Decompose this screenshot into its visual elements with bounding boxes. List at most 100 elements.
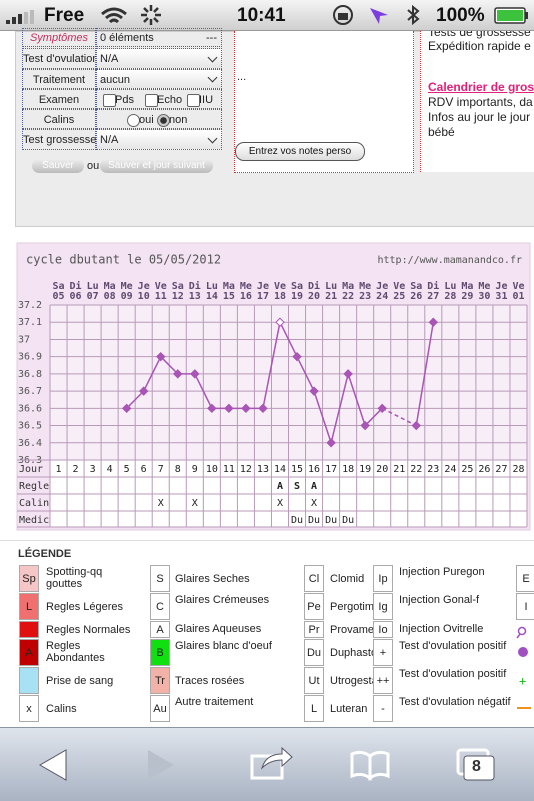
regle-mark: S xyxy=(294,481,300,492)
legend-label: Regles Légeres xyxy=(46,600,124,613)
legend-swatch: Ip xyxy=(373,565,393,592)
legend-swatch xyxy=(19,621,39,638)
field-input[interactable]: oui non xyxy=(96,109,222,129)
option-label: Echo xyxy=(157,93,183,106)
bookmarks-button[interactable] xyxy=(350,750,390,781)
temperature-point xyxy=(326,438,336,448)
notes-dots: ... xyxy=(237,71,247,83)
weekday: Je xyxy=(257,281,269,292)
temperature-point xyxy=(292,351,302,362)
clock: 10:41 xyxy=(237,5,286,26)
date: 25 xyxy=(393,291,405,302)
panel-link[interactable]: Calendrier de gros xyxy=(428,80,534,94)
calin-mark: X xyxy=(277,498,283,509)
date: 26 xyxy=(410,291,422,302)
weekday: Ve xyxy=(512,281,524,292)
legend-icons: + xyxy=(516,626,531,709)
day-number: 3 xyxy=(90,464,96,475)
legend-swatch: - xyxy=(373,695,393,722)
checkbox[interactable] xyxy=(145,94,158,107)
date: 09 xyxy=(121,291,133,302)
weekday: Ma xyxy=(104,281,116,292)
legend-label: Utrogestan xyxy=(330,674,384,687)
field-input[interactable]: 0 éléments --- xyxy=(96,28,222,47)
gap-bridge xyxy=(381,407,417,427)
back-button[interactable] xyxy=(38,749,67,781)
date: 19 xyxy=(291,291,303,302)
y-tick-label: 36.8 xyxy=(18,369,42,380)
forward-button[interactable] xyxy=(148,750,174,780)
field-input[interactable]: N/A xyxy=(96,48,222,69)
checkbox[interactable] xyxy=(187,94,200,107)
save-next-button[interactable]: Sauver et jour suivant xyxy=(100,159,213,173)
day-number: 20 xyxy=(376,464,388,475)
field-value: 0 éléments xyxy=(100,32,154,44)
temperature-point xyxy=(411,420,421,431)
date: 08 xyxy=(104,291,116,302)
weekday: Ma xyxy=(223,281,235,292)
legend-code: Pe xyxy=(307,601,321,613)
legend-code: Ig xyxy=(378,601,388,613)
temperature-point xyxy=(377,403,387,414)
day-number: 5 xyxy=(124,464,130,475)
tabs-button[interactable] xyxy=(456,748,495,781)
save-button[interactable]: Sauver xyxy=(32,159,84,173)
legend-swatch: Io xyxy=(373,621,393,638)
legend: LÉGENDE + Sp Spotting-qq gouttes L Regles L… xyxy=(0,540,534,728)
date: 16 xyxy=(240,291,252,302)
legend-swatch: x xyxy=(19,695,39,722)
date: 17 xyxy=(257,291,269,302)
panel-line: Infos au jour le jour xyxy=(428,110,531,124)
temperature-point xyxy=(309,386,319,396)
legend-code: L xyxy=(25,601,33,613)
legend-code: Ut xyxy=(308,675,320,687)
svg-text:+: + xyxy=(519,674,526,688)
legend-label: Calins xyxy=(46,702,77,715)
y-tick-label: 36.4 xyxy=(18,438,42,449)
temperature-point xyxy=(343,369,353,379)
legend-label: Provames xyxy=(330,623,380,636)
legend-code: A xyxy=(156,624,164,636)
legend-code: Tr xyxy=(155,675,165,687)
day-number: 6 xyxy=(141,464,147,475)
field-label: Calins xyxy=(22,109,96,129)
legend-code: A xyxy=(25,647,33,659)
day-number: 2 xyxy=(73,464,79,475)
day-number: 22 xyxy=(410,464,422,475)
weekday: Me xyxy=(359,281,371,292)
field-input[interactable]: aucun xyxy=(96,69,222,89)
legend-swatch: A xyxy=(150,621,170,638)
legend-code: L xyxy=(310,703,318,715)
legend-swatch: Ut xyxy=(304,667,324,694)
temperature-point xyxy=(360,420,370,431)
legend-title: LÉGENDE xyxy=(18,548,72,560)
calin-mark: X xyxy=(311,498,317,509)
legend-code: Io xyxy=(378,624,388,636)
radio[interactable] xyxy=(127,114,140,127)
legend-code: I xyxy=(524,601,528,613)
date: 24 xyxy=(376,291,388,302)
date: 01 xyxy=(512,291,524,302)
day-number: 21 xyxy=(393,464,405,475)
medic-mark: Du xyxy=(342,515,354,526)
weekday: Lu xyxy=(444,281,456,292)
weekday: Lu xyxy=(325,281,337,292)
medic-mark: Du xyxy=(291,515,303,526)
temperature-point xyxy=(428,317,439,327)
legend-label: Test d'ovulation positif xyxy=(399,668,507,680)
checkbox[interactable] xyxy=(103,94,116,107)
day-number: 24 xyxy=(444,464,456,475)
field-input[interactable]: Pds Echo IIU xyxy=(96,89,222,109)
notes-button[interactable]: Entrez vos notes perso xyxy=(235,142,365,161)
share-button[interactable] xyxy=(250,746,293,780)
chart-title: cycle dbutant le 05/05/2012 xyxy=(26,253,221,267)
weekday: Je xyxy=(138,281,150,292)
legend-label: Test d'ovulation négatif xyxy=(399,696,511,708)
field-label: Examen xyxy=(22,89,96,109)
field-input[interactable]: N/A xyxy=(96,129,222,150)
legend-code: B xyxy=(156,647,164,659)
toolbar-icons xyxy=(38,746,495,781)
battery-level: 100% xyxy=(436,5,485,26)
radio[interactable] xyxy=(157,114,170,127)
legend-label: Regles Normales xyxy=(46,623,131,636)
